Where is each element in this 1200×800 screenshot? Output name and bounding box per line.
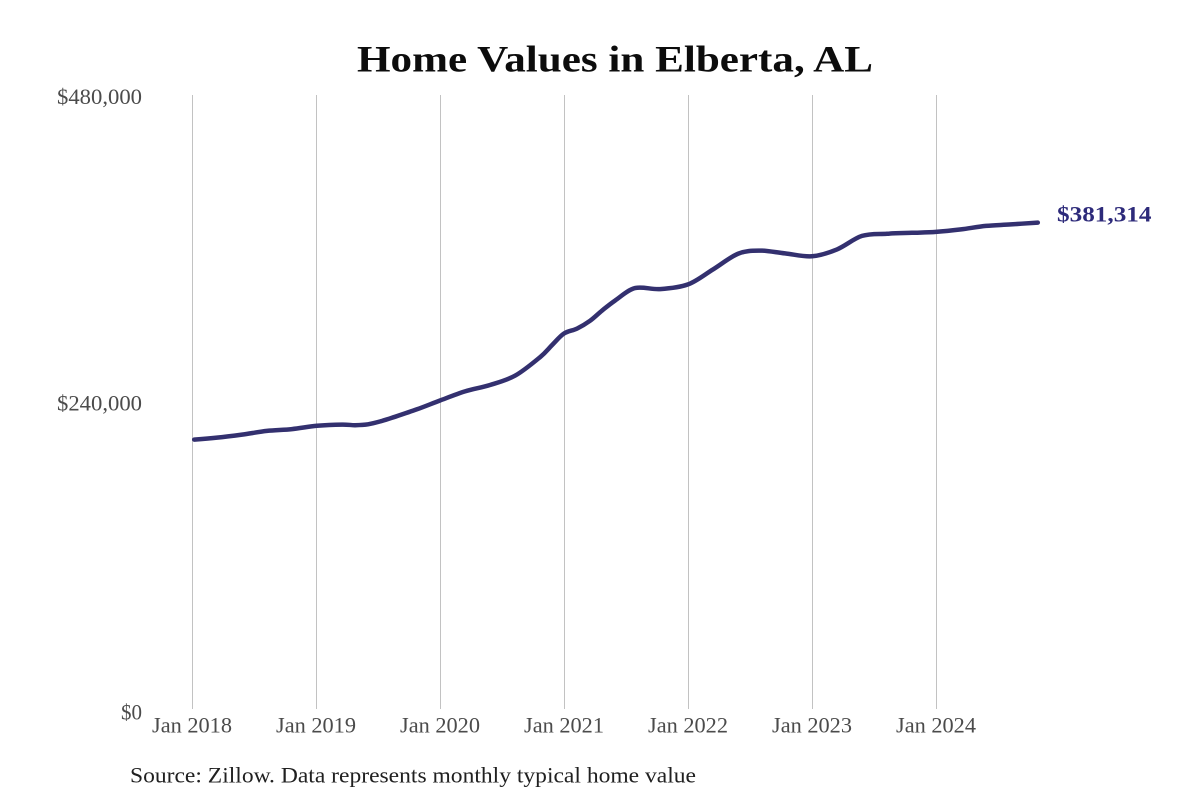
svg-text:Jan 2019: Jan 2019 bbox=[276, 713, 356, 738]
svg-text:Jan 2023: Jan 2023 bbox=[772, 713, 852, 738]
svg-text:Jan 2018: Jan 2018 bbox=[152, 713, 232, 738]
svg-text:Jan 2021: Jan 2021 bbox=[524, 713, 604, 738]
svg-text:Source: Zillow. Data represent: Source: Zillow. Data represents monthly … bbox=[130, 763, 696, 788]
svg-text:Jan 2020: Jan 2020 bbox=[400, 713, 480, 738]
svg-text:Home Values in Elberta, AL: Home Values in Elberta, AL bbox=[357, 40, 873, 81]
svg-text:$480,000: $480,000 bbox=[57, 84, 142, 109]
svg-text:$381,314: $381,314 bbox=[1057, 202, 1152, 227]
svg-text:Jan 2022: Jan 2022 bbox=[648, 713, 728, 738]
svg-text:$240,000: $240,000 bbox=[57, 391, 142, 416]
svg-text:$0: $0 bbox=[121, 700, 142, 725]
svg-text:Jan 2024: Jan 2024 bbox=[896, 713, 976, 738]
